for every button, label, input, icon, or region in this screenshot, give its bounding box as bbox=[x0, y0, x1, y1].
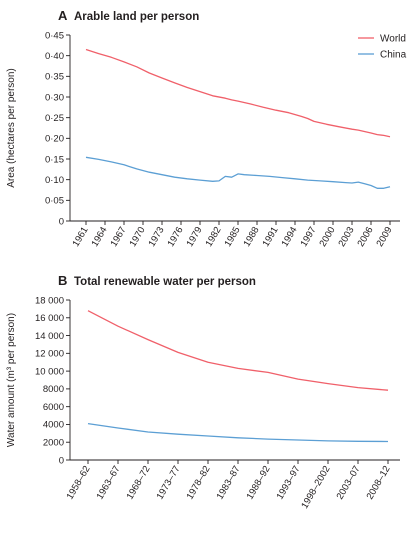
x-tick-label: 1993–97 bbox=[275, 464, 303, 502]
x-tick-label: 1985 bbox=[223, 225, 243, 249]
y-axis-label: Area (hectares per person) bbox=[6, 68, 17, 188]
y-tick-label: 0·10 bbox=[45, 175, 64, 186]
series-line-world bbox=[85, 48, 391, 138]
series-line-china bbox=[85, 156, 391, 189]
x-tick-label: 2006 bbox=[356, 225, 376, 249]
x-tick-label: 1976 bbox=[166, 225, 186, 249]
legend-label-world: World bbox=[380, 34, 406, 45]
x-tick-label: 2008–12 bbox=[365, 464, 393, 502]
y-tick-label: 14 000 bbox=[35, 331, 64, 342]
y-tick-label: 0 bbox=[59, 455, 64, 466]
x-tick-label: 2003–07 bbox=[335, 464, 363, 502]
y-tick-label: 0·05 bbox=[45, 196, 64, 207]
y-tick-label: 2000 bbox=[43, 438, 64, 449]
x-tick-label: 1964 bbox=[90, 225, 110, 249]
y-tick-label: 0·25 bbox=[45, 113, 64, 124]
series-line-china bbox=[87, 422, 389, 443]
y-tick-label: 6000 bbox=[43, 402, 64, 413]
x-tick-label: 2009 bbox=[375, 225, 395, 249]
x-tick-label: 1994 bbox=[280, 225, 300, 249]
x-tick-label: 1958–62 bbox=[65, 464, 93, 502]
legend-label-china: China bbox=[380, 50, 407, 61]
y-tick-label: 0 bbox=[59, 216, 64, 227]
panel-letter: A bbox=[58, 8, 68, 23]
y-tick-label: 0·30 bbox=[45, 92, 64, 103]
x-tick-label: 1968–72 bbox=[125, 464, 153, 502]
y-tick-label: 4000 bbox=[43, 420, 64, 431]
x-tick-label: 1973–77 bbox=[155, 464, 183, 502]
x-tick-label: 1991 bbox=[261, 225, 281, 249]
y-tick-label: 16 000 bbox=[35, 313, 64, 324]
y-tick-label: 12 000 bbox=[35, 349, 64, 360]
x-tick-label: 1979 bbox=[185, 225, 205, 249]
y-tick-label: 0·40 bbox=[45, 51, 64, 62]
y-tick-label: 0·15 bbox=[45, 154, 64, 165]
y-tick-label: 18 000 bbox=[35, 295, 64, 306]
x-tick-label: 1961 bbox=[71, 225, 91, 249]
panel-letter: B bbox=[58, 273, 67, 288]
y-tick-label: 8000 bbox=[43, 384, 64, 395]
y-tick-label: 10 000 bbox=[35, 366, 64, 377]
x-tick-label: 1967 bbox=[109, 225, 129, 249]
x-tick-label: 1978–82 bbox=[185, 464, 213, 502]
x-tick-label: 1997 bbox=[299, 225, 319, 249]
x-tick-label: 1988–92 bbox=[245, 464, 273, 502]
x-tick-label: 1963–67 bbox=[95, 464, 123, 502]
y-axis-label: Water amount (m³ per person) bbox=[6, 313, 17, 447]
series-line-world bbox=[87, 310, 389, 391]
x-tick-label: 2000 bbox=[318, 225, 338, 249]
y-tick-label: 0·35 bbox=[45, 72, 64, 83]
x-tick-label: 2003 bbox=[337, 225, 357, 249]
x-tick-label: 1970 bbox=[128, 225, 148, 249]
x-tick-label: 1988 bbox=[242, 225, 262, 249]
x-tick-label: 1998–2002 bbox=[299, 464, 332, 511]
chart-title: Arable land per person bbox=[74, 11, 199, 23]
y-tick-label: 0·20 bbox=[45, 134, 64, 145]
x-tick-label: 1982 bbox=[204, 225, 224, 249]
chart-title: Total renewable water per person bbox=[74, 276, 256, 288]
y-tick-label: 0·45 bbox=[45, 30, 64, 41]
x-tick-label: 1973 bbox=[147, 225, 167, 249]
x-tick-label: 1983–87 bbox=[215, 464, 243, 502]
